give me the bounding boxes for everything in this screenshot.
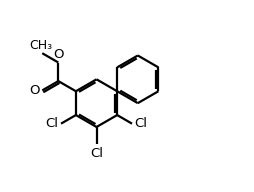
Text: O: O (29, 84, 39, 97)
Text: Cl: Cl (134, 117, 147, 130)
Text: Cl: Cl (45, 117, 58, 130)
Text: O: O (53, 48, 63, 61)
Text: Cl: Cl (90, 146, 103, 160)
Text: CH₃: CH₃ (29, 39, 52, 52)
